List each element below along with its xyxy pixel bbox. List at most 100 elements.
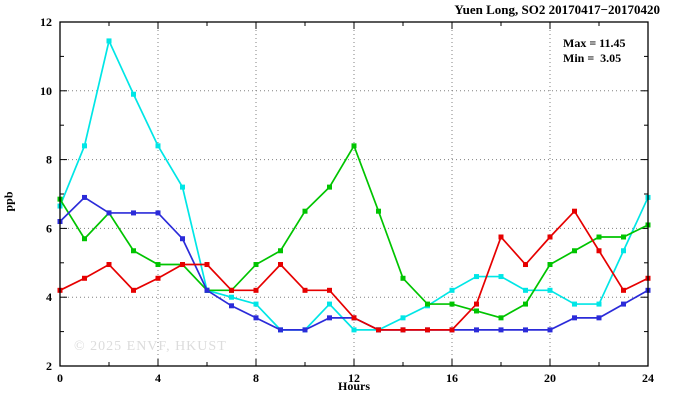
data-point-marker	[327, 287, 332, 293]
max-min-annotation: Max = 11.45 Min = 3.05	[563, 36, 626, 66]
x-axis-label: Hours	[337, 379, 370, 393]
data-point-marker	[449, 327, 455, 333]
gridlines	[60, 22, 648, 366]
data-point-marker	[547, 234, 553, 240]
data-point-marker	[621, 234, 626, 240]
y-tick-label: 6	[46, 221, 52, 235]
data-point-marker	[327, 184, 332, 190]
data-point-marker	[131, 287, 136, 293]
data-point-marker	[180, 262, 185, 268]
x-tick-label: 4	[155, 371, 161, 385]
data-point-marker	[106, 210, 112, 216]
y-tick-label: 8	[46, 153, 52, 167]
data-point-marker	[253, 262, 259, 268]
data-point-marker	[229, 303, 234, 309]
data-point-marker	[106, 38, 112, 44]
x-tick-label: 8	[253, 371, 259, 385]
data-point-marker	[474, 274, 479, 280]
data-point-marker	[572, 301, 577, 307]
data-point-marker	[229, 294, 234, 300]
data-point-marker	[498, 274, 504, 280]
data-point-marker	[253, 301, 259, 307]
data-point-marker	[596, 248, 602, 254]
data-point-marker	[351, 143, 357, 149]
data-point-marker	[155, 275, 161, 281]
data-point-marker	[204, 287, 210, 293]
data-point-marker	[253, 287, 259, 293]
data-point-marker	[400, 327, 406, 333]
data-point-marker	[253, 315, 259, 321]
data-point-marker	[449, 301, 455, 307]
data-point-marker	[131, 91, 136, 97]
data-point-marker	[278, 262, 283, 268]
data-point-marker	[596, 234, 602, 240]
data-point-marker	[572, 315, 577, 321]
data-point-marker	[82, 236, 87, 242]
data-point-marker	[351, 327, 357, 333]
data-point-marker	[376, 208, 381, 214]
data-point-marker	[180, 236, 185, 242]
data-point-marker	[180, 184, 185, 190]
data-point-marker	[327, 301, 332, 307]
series-red-line	[57, 208, 651, 333]
y-tick-label: 10	[40, 84, 52, 98]
data-point-marker	[596, 315, 602, 321]
x-tick-label: 16	[446, 371, 458, 385]
watermark: © 2025 ENVF, HKUST	[74, 339, 227, 354]
data-point-marker	[82, 194, 87, 200]
data-point-marker	[278, 327, 283, 333]
y-tick-label: 2	[46, 359, 52, 373]
data-point-marker	[498, 315, 504, 321]
data-point-marker	[498, 327, 504, 333]
data-point-marker	[474, 301, 479, 307]
plot-border	[59, 21, 649, 367]
data-point-marker	[523, 287, 528, 293]
data-point-marker	[449, 287, 455, 293]
series-green-line	[57, 143, 651, 321]
data-point-marker	[155, 210, 161, 216]
data-point-marker	[400, 275, 406, 281]
data-point-marker	[82, 143, 87, 149]
x-tick-label: 0	[57, 371, 63, 385]
x-tick-label: 20	[544, 371, 556, 385]
data-point-marker	[302, 208, 308, 214]
data-point-marker	[474, 327, 479, 333]
data-point-marker	[82, 275, 87, 281]
data-point-marker	[425, 327, 430, 333]
y-tick-label: 4	[46, 290, 52, 304]
chart-title: Yuen Long, SO2 20170417−20170420	[454, 2, 660, 17]
data-point-marker	[278, 248, 283, 254]
data-point-marker	[302, 327, 308, 333]
data-point-marker	[400, 315, 406, 321]
data-point-marker	[547, 327, 553, 333]
data-point-marker	[523, 301, 528, 307]
min-value-label: Min = 3.05	[563, 51, 622, 65]
series-blue-line	[57, 194, 651, 333]
data-point-marker	[327, 315, 332, 321]
data-point-marker	[204, 262, 210, 268]
data-point-marker	[596, 301, 602, 307]
data-point-marker	[572, 208, 577, 214]
series-blue-markers	[57, 194, 651, 333]
y-axis-label: ppb	[1, 191, 16, 212]
data-point-marker	[621, 287, 626, 293]
x-tick-label: 12	[348, 371, 360, 385]
data-point-marker	[547, 262, 553, 268]
data-point-marker	[131, 210, 136, 216]
x-tick-label: 24	[642, 371, 654, 385]
series-red-markers	[57, 208, 651, 333]
data-point-marker	[229, 287, 234, 293]
data-point-marker	[376, 327, 381, 333]
data-point-marker	[131, 248, 136, 254]
data-point-marker	[155, 262, 161, 268]
max-value-label: Max = 11.45	[563, 36, 626, 50]
data-point-marker	[621, 301, 626, 307]
data-point-marker	[572, 248, 577, 254]
data-point-marker	[523, 327, 528, 333]
data-point-marker	[302, 287, 308, 293]
data-point-marker	[498, 234, 504, 240]
data-point-marker	[547, 287, 553, 293]
data-point-marker	[523, 262, 528, 268]
